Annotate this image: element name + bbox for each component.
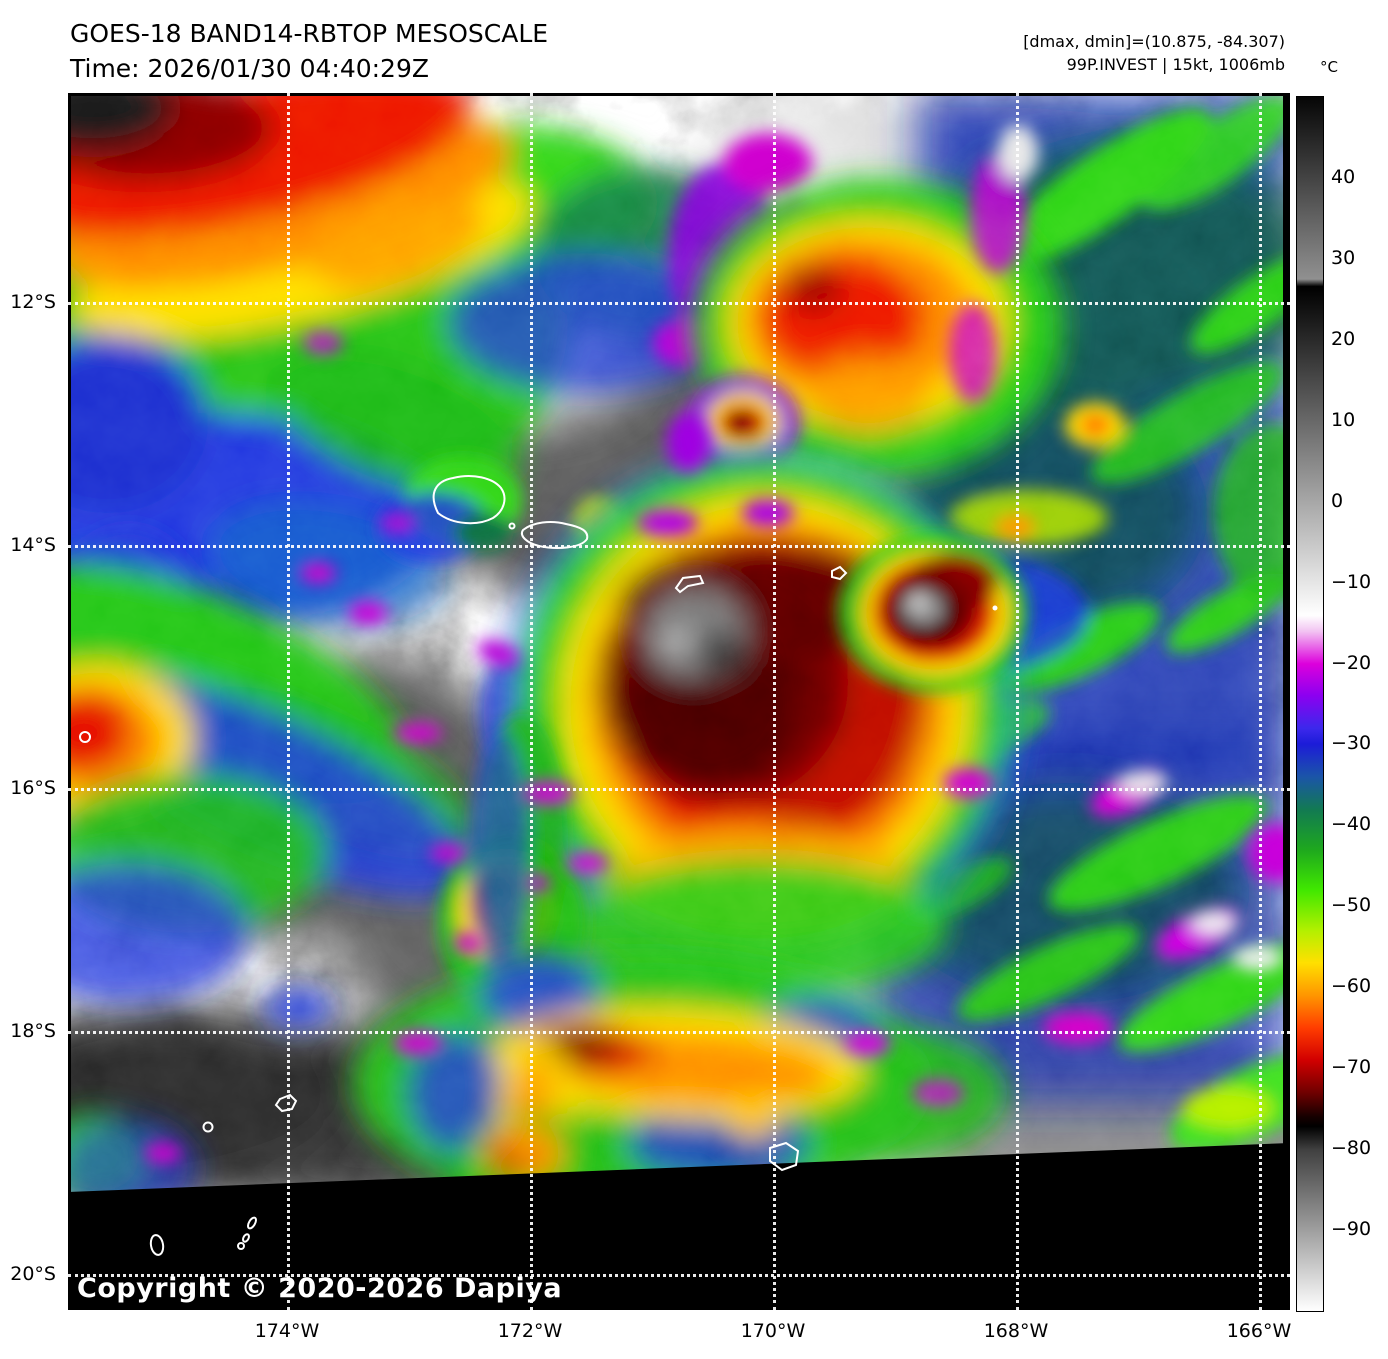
longitude-tick-label: 168°W — [983, 1320, 1049, 1342]
satellite-map: Copyright © 2020-2026 Dapiya — [68, 93, 1290, 1310]
latitude-tick-label: 12°S — [10, 290, 56, 313]
colorbar-tick-label: −10 — [1331, 570, 1372, 593]
colorbar-tick-label: −40 — [1331, 813, 1372, 836]
latitude-tick-label: 16°S — [10, 776, 56, 799]
latitude-tick-label: 18°S — [10, 1019, 56, 1042]
colorbar-tick-label: −70 — [1331, 1056, 1372, 1079]
longitude-tick-label: 172°W — [497, 1320, 563, 1342]
colorbar-tick-label: 0 — [1331, 489, 1344, 512]
latitude-axis: 12°S 14°S 16°S 18°S 20°S — [0, 93, 62, 1310]
colorbar-gradient — [1296, 96, 1324, 1312]
longitude-tick-label: 174°W — [254, 1320, 320, 1342]
copyright-text: Copyright © 2020-2026 Dapiya — [77, 1273, 563, 1304]
header-right: [dmax, dmin]=(10.875, -84.307) 99P.INVES… — [1023, 30, 1285, 76]
colorbar-tick-label: −50 — [1331, 894, 1372, 917]
colorbar-tick-label: 40 — [1331, 165, 1356, 188]
colorbar-tick-label: −20 — [1331, 651, 1372, 674]
coastline-outlines — [79, 475, 998, 1256]
longitude-tick-label: 166°W — [1226, 1320, 1292, 1342]
colorbar-tick-label: 20 — [1331, 327, 1356, 350]
texture-overlay — [68, 93, 1290, 1310]
colorbar-tick-label: 30 — [1331, 246, 1356, 269]
dmax-dmin-readout: [dmax, dmin]=(10.875, -84.307) — [1023, 32, 1285, 51]
colorbar-ticks: 40 30 20 10 0 −10 −20 −30 −40 −50 −60 −70 −80 −90 — [1331, 96, 1388, 1310]
latitude-tick-label: 14°S — [10, 533, 56, 556]
no-data-region — [68, 93, 1290, 1310]
satellite-image — [68, 93, 1290, 1310]
longitude-axis: 174°W 172°W 170°W 168°W 166°W — [68, 1316, 1292, 1346]
colorbar-tick-label: −30 — [1331, 732, 1372, 755]
page-title: GOES-18 BAND14-RBTOP MESOSCALE — [70, 19, 549, 48]
header-left: GOES-18 BAND14-RBTOP MESOSCALE Time: 202… — [70, 16, 548, 86]
colorbar-tick-label: −60 — [1331, 975, 1372, 998]
colorbar-unit: °C — [1320, 58, 1338, 76]
latitude-tick-label: 20°S — [10, 1262, 56, 1285]
colorbar-tick-label: −80 — [1331, 1137, 1372, 1160]
longitude-tick-label: 170°W — [740, 1320, 806, 1342]
colorbar-tick-label: 10 — [1331, 408, 1356, 431]
storm-info: 99P.INVEST | 15kt, 1006mb — [1066, 55, 1285, 74]
timestamp: Time: 2026/01/30 04:40:29Z — [70, 54, 429, 83]
colorbar-tick-label: −90 — [1331, 1218, 1372, 1241]
